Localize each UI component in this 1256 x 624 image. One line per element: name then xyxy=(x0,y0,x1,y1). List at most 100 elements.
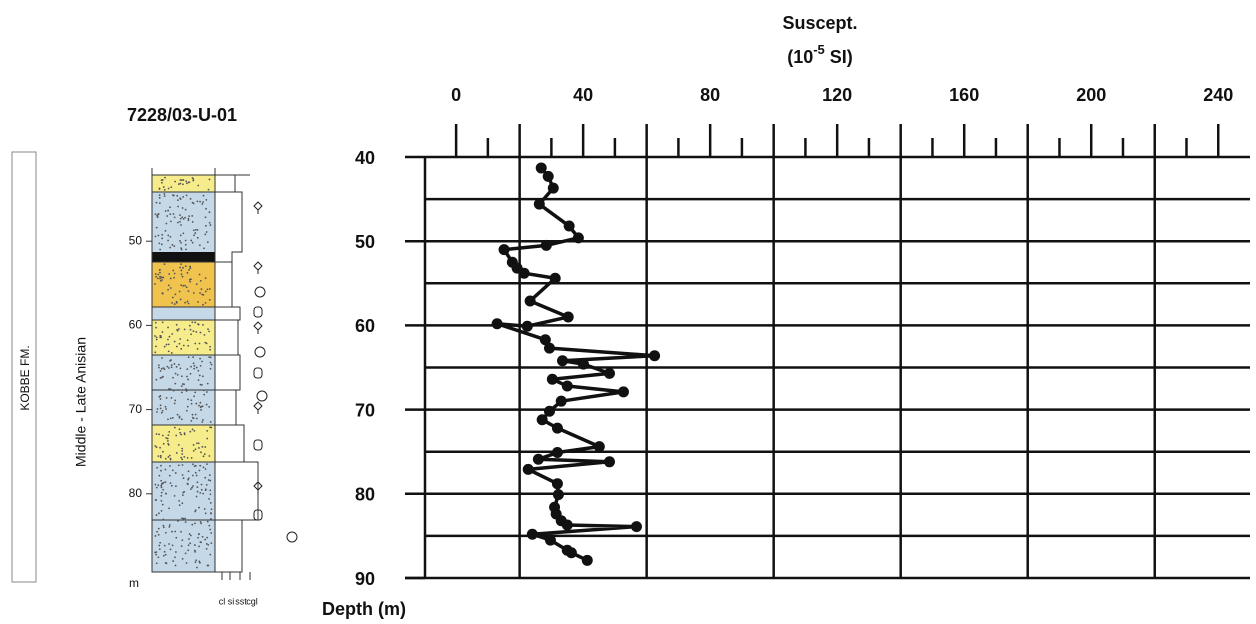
dot xyxy=(193,544,196,546)
dot xyxy=(184,301,187,304)
data-point xyxy=(491,318,503,330)
dot xyxy=(199,200,201,203)
dot xyxy=(172,194,175,197)
x-tick-label: 240 xyxy=(1203,85,1233,105)
dot xyxy=(160,499,163,502)
dot xyxy=(167,338,169,341)
data-point xyxy=(518,267,530,279)
dot xyxy=(194,509,197,512)
dot xyxy=(182,266,184,269)
dot xyxy=(182,196,185,198)
y-tick-label: 50 xyxy=(355,232,375,252)
dot xyxy=(163,193,166,195)
layer xyxy=(152,175,215,192)
dot xyxy=(182,344,185,347)
dot xyxy=(167,234,170,237)
data-point xyxy=(551,422,563,434)
dot xyxy=(175,300,178,303)
dot xyxy=(161,292,164,294)
dot xyxy=(186,456,189,459)
dot xyxy=(158,196,161,199)
dot xyxy=(167,456,170,458)
dot xyxy=(190,399,193,402)
dot xyxy=(167,209,170,212)
data-point xyxy=(630,521,642,533)
dot xyxy=(208,330,211,333)
dot xyxy=(182,517,185,520)
dot xyxy=(155,562,158,565)
dot xyxy=(158,268,161,271)
dot xyxy=(161,503,164,506)
dot xyxy=(173,276,175,279)
dot xyxy=(156,466,159,469)
dot xyxy=(172,389,175,392)
dot xyxy=(169,548,172,551)
dot xyxy=(162,518,165,521)
data-point xyxy=(563,220,575,232)
dot xyxy=(162,276,165,279)
dot xyxy=(174,556,176,559)
dot xyxy=(198,560,201,563)
dot xyxy=(161,331,164,333)
dot xyxy=(187,290,190,292)
dot xyxy=(155,201,158,204)
dot xyxy=(176,328,179,331)
dot xyxy=(207,328,209,330)
data-point xyxy=(532,453,544,465)
dot xyxy=(184,552,187,555)
dot xyxy=(183,455,186,458)
dot xyxy=(195,366,198,369)
dot xyxy=(177,199,179,202)
data-point xyxy=(603,456,615,468)
data-point xyxy=(561,380,573,392)
dot xyxy=(168,431,171,433)
layer xyxy=(152,252,215,262)
dot xyxy=(179,338,182,340)
dot xyxy=(178,415,181,418)
dot xyxy=(198,244,201,247)
dot xyxy=(180,530,182,533)
dot xyxy=(158,544,161,547)
dot xyxy=(192,449,195,452)
dot xyxy=(192,444,195,446)
dot xyxy=(202,466,205,469)
dot xyxy=(177,205,179,208)
dot xyxy=(174,180,176,183)
dot xyxy=(160,509,163,512)
dot xyxy=(196,228,199,231)
data-point xyxy=(524,295,536,307)
dot xyxy=(159,275,161,278)
dot xyxy=(164,457,167,460)
dot xyxy=(155,326,157,329)
dot xyxy=(179,197,181,200)
dot xyxy=(201,360,203,363)
dot xyxy=(209,361,212,364)
dot xyxy=(168,507,170,510)
dot xyxy=(154,551,157,554)
dot xyxy=(204,341,207,344)
dot xyxy=(210,363,213,366)
dot xyxy=(184,265,187,268)
dot xyxy=(178,504,181,507)
dot xyxy=(180,241,182,244)
layer xyxy=(152,462,215,572)
dot xyxy=(210,542,213,545)
dot xyxy=(207,188,210,191)
dot xyxy=(174,530,177,533)
dot xyxy=(169,482,172,485)
dot xyxy=(190,239,193,242)
dot xyxy=(188,268,190,271)
dot xyxy=(160,464,162,467)
dot xyxy=(194,391,197,394)
data-point xyxy=(552,489,564,501)
dot xyxy=(197,442,200,445)
dot xyxy=(156,408,159,410)
dot xyxy=(159,370,162,372)
dot xyxy=(207,543,210,546)
dot xyxy=(180,456,183,459)
dot xyxy=(191,215,194,217)
dot xyxy=(194,561,197,564)
dot xyxy=(160,484,163,487)
dot xyxy=(170,186,173,189)
y-axis-label: Depth (m) xyxy=(322,599,406,619)
